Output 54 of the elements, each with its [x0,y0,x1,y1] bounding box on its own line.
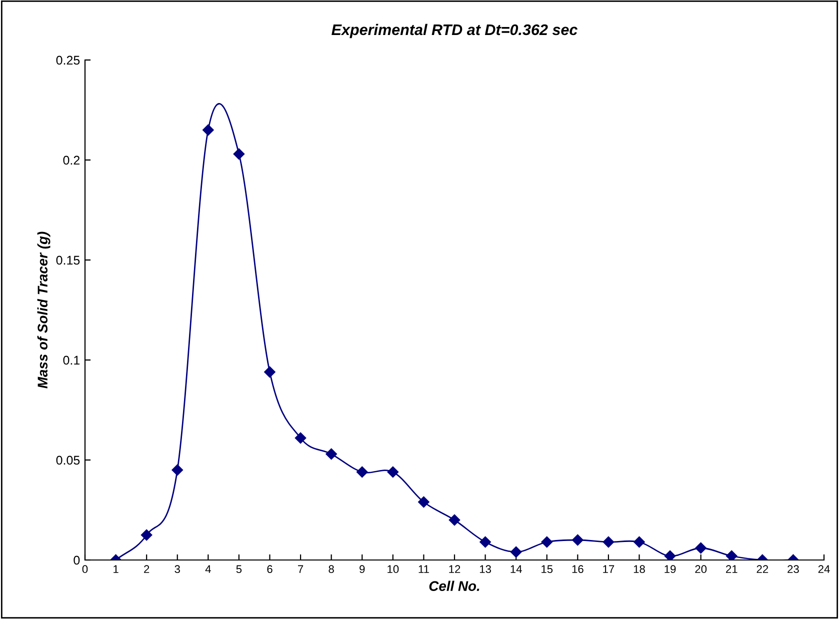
point [264,366,276,378]
point [602,536,614,548]
point [695,542,706,554]
point [202,124,214,136]
y-tick-label: 0.1 [63,356,80,365]
y-tick-label: 0.25 [56,56,80,65]
x-tick-label: 8 [328,565,334,574]
x-tick-label: 1 [114,565,118,573]
point [510,546,522,558]
point [448,514,460,526]
x-tick-label: 12 [449,565,460,573]
point [140,529,152,541]
point [387,466,399,478]
x-tick-label: 4 [205,565,211,573]
x-tick-label: 14 [510,565,522,573]
x-tick-label: 2 [144,565,150,573]
point [541,536,552,548]
x-tick-label: 20 [695,565,707,574]
y-tick-label: 0.15 [56,256,80,265]
point [326,448,337,460]
x-tick-label: 19 [664,565,676,574]
x-tick-label: 18 [634,565,645,574]
x-tick-label: 17 [603,565,614,573]
x-tick-label: 15 [542,565,553,574]
point [664,550,676,560]
x-tick-label: 5 [236,565,242,574]
x-tick-label: 9 [360,565,365,574]
point [572,534,584,546]
point [634,536,645,548]
x-tick-label: 3 [174,565,180,574]
x-tick-label: 11 [418,565,429,573]
point [726,550,738,560]
x-tick-label: 24 [818,565,830,573]
y-axis-title: Mass of Solid Tracer (g) [37,232,50,388]
point [356,466,368,478]
point [418,496,430,508]
x-tick-label: 23 [788,565,799,574]
x-tick-label: 7 [298,565,304,573]
x-tick-label: 13 [480,565,491,574]
chart-title: Experimental RTD at Dt=0.362 sec [332,24,578,38]
point [480,536,491,548]
y-tick-label: 0.2 [63,156,80,165]
x-tick-label: 21 [726,565,738,573]
x-axis-title: Cell No. [429,580,480,591]
y-tick-label: 0 [74,556,80,565]
x-tick-label: 6 [267,565,272,574]
point [172,464,183,476]
x-tick-label: 16 [572,565,584,574]
y-tick-label: 0.05 [56,456,80,465]
x-tick-label: 0 [82,565,88,574]
x-tick-label: 10 [388,565,399,574]
point [294,432,306,444]
point [233,148,245,160]
x-tick-label: 22 [756,565,768,573]
